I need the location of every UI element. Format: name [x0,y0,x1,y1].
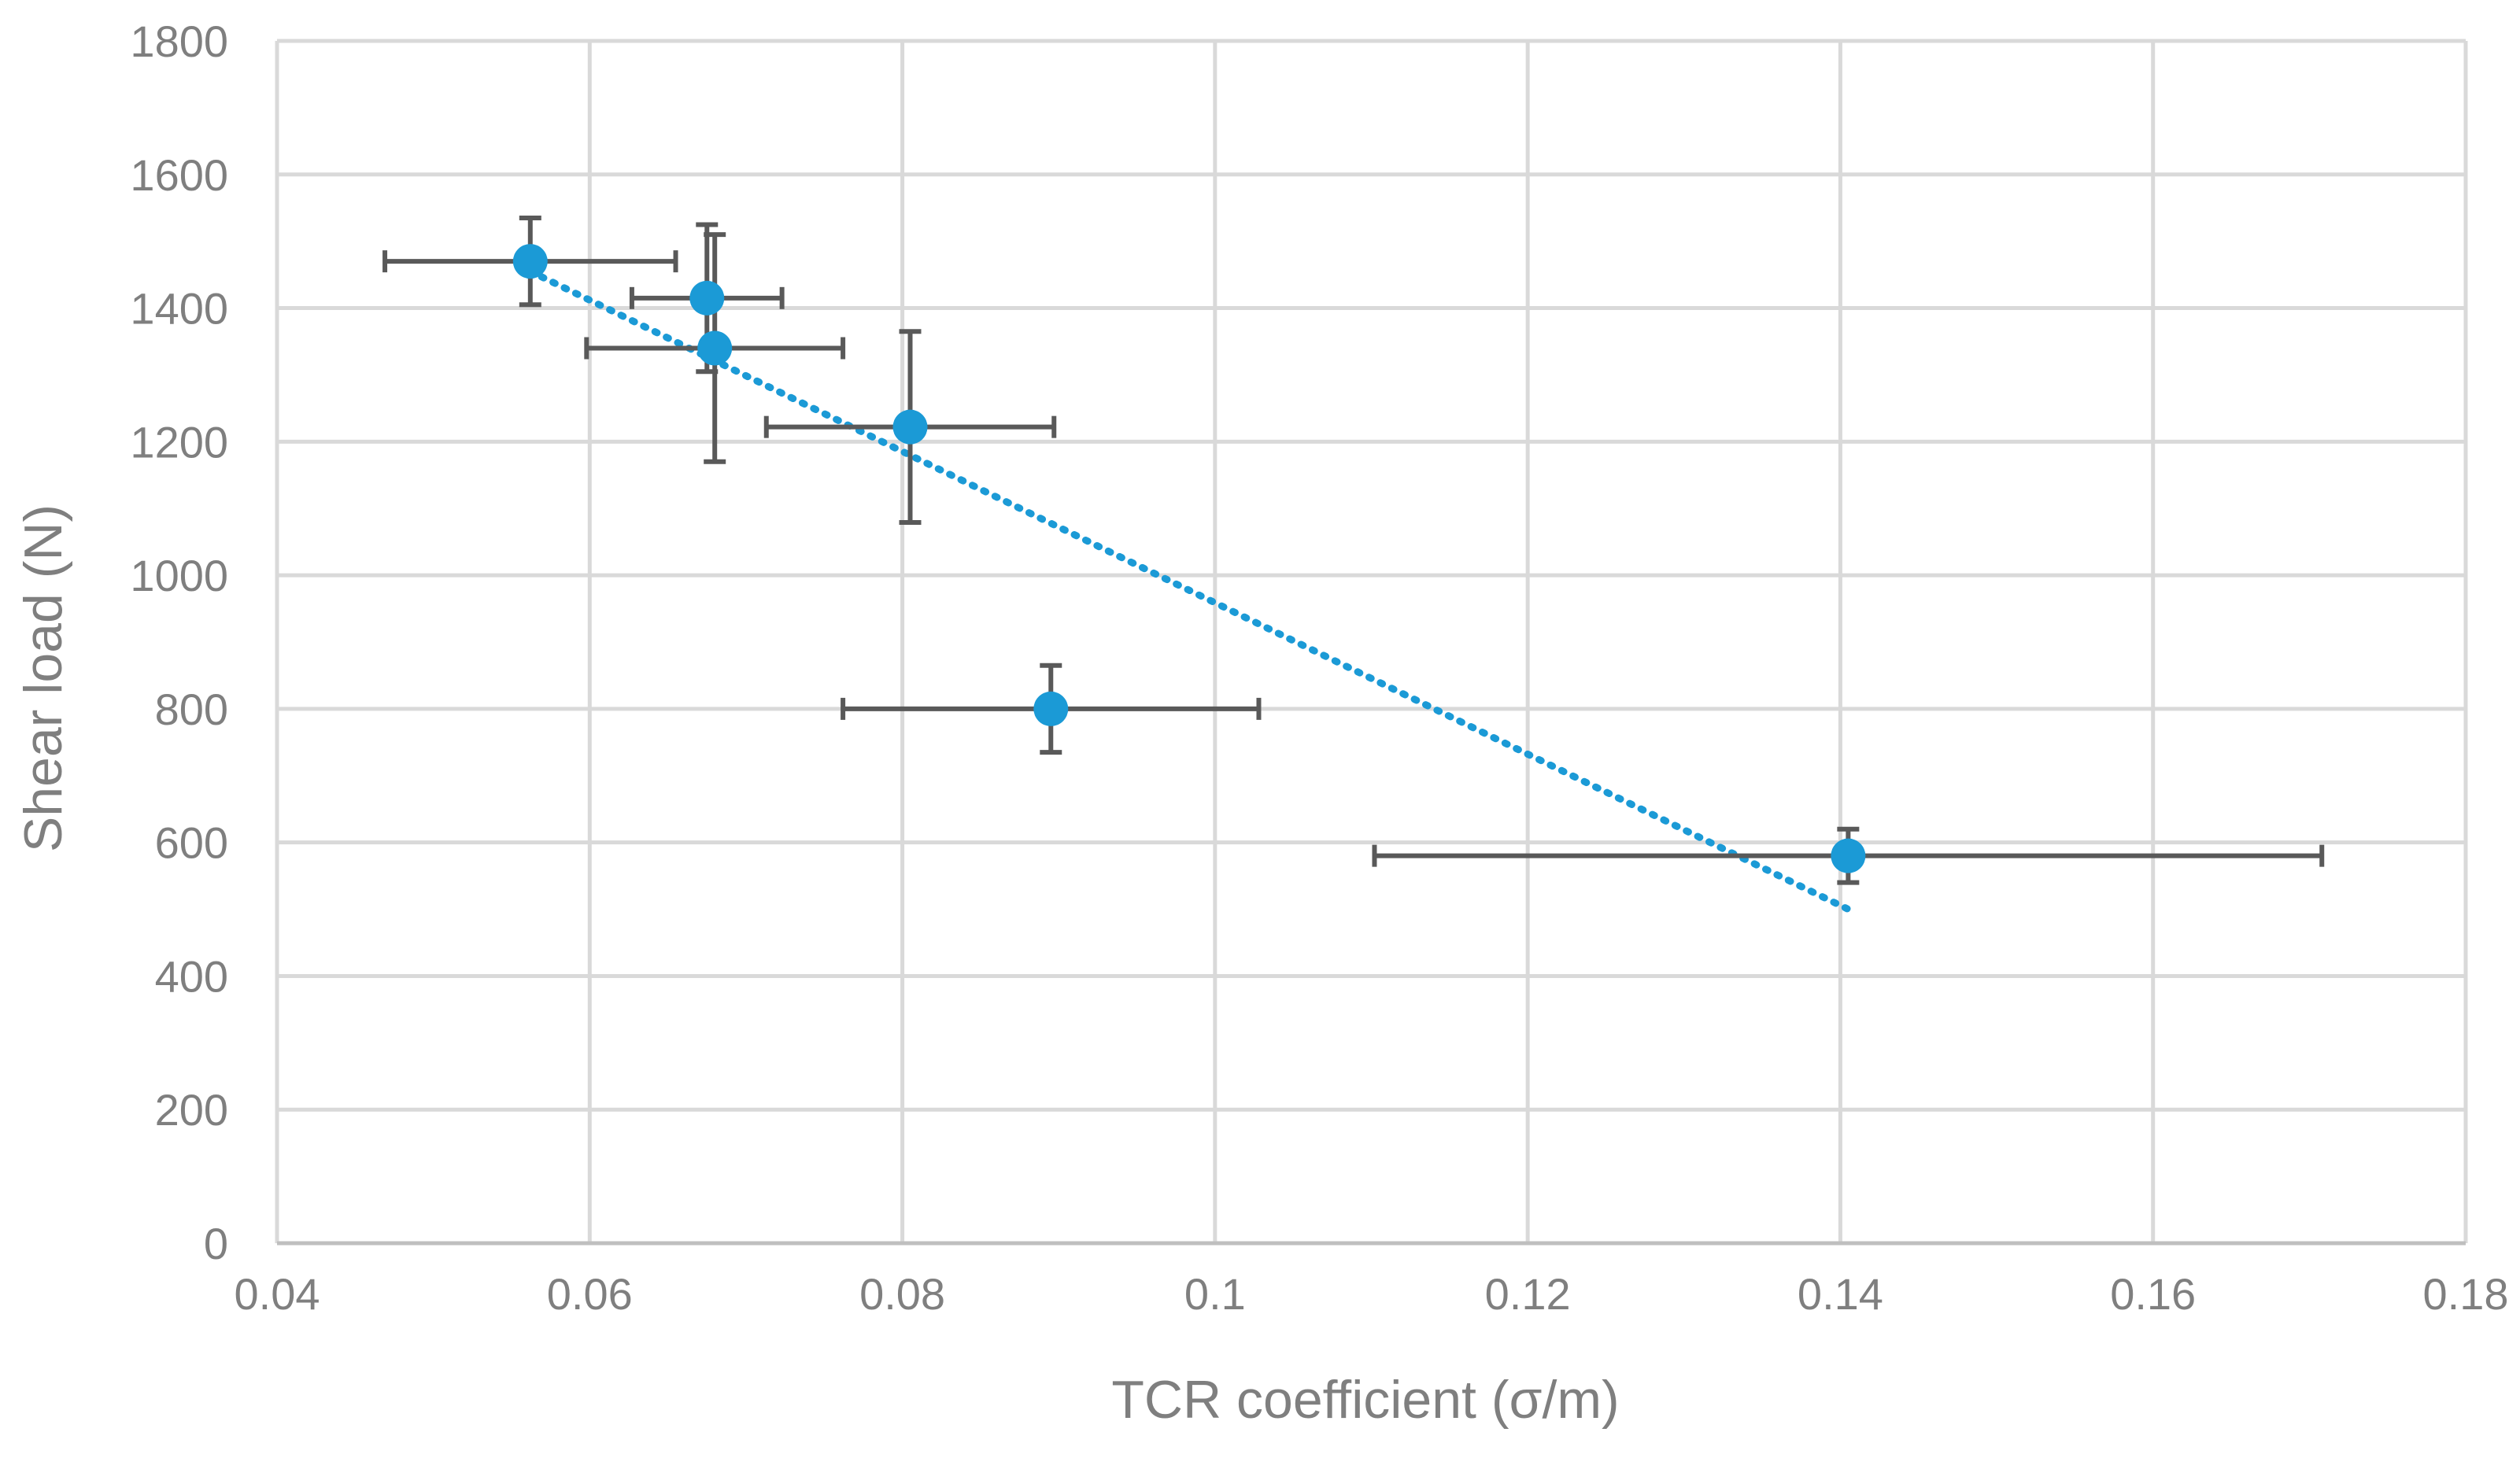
data-point [689,280,725,316]
data-point [512,244,548,279]
x-tick-label: 0.16 [2110,1269,2196,1319]
y-tick-label: 1400 [130,284,228,334]
x-tick-labels: 0.04 0.06 0.08 0.1 0.12 0.14 0.16 0.18 [235,1269,2509,1319]
y-tick-label: 600 [155,818,228,868]
x-tick-label: 0.18 [2423,1269,2509,1319]
x-tick-label: 0.08 [859,1269,945,1319]
y-tick-label: 1000 [130,551,228,600]
y-tick-label: 1600 [130,150,228,200]
trendline-layer [527,268,1852,914]
data-point [1033,691,1069,726]
x-tick-label: 0.04 [235,1269,320,1319]
y-tick-label: 1800 [130,17,228,66]
data-point [697,330,733,366]
data-point [892,409,928,445]
y-tick-labels: 0 200 400 600 800 1000 1200 1400 1600 1800 [130,17,228,1268]
x-axis-title: TCR coefficient (σ/m) [1111,1370,1619,1430]
x-tick-label: 0.12 [1485,1269,1571,1319]
x-tick-label: 0.14 [1798,1269,1883,1319]
data-point [1831,838,1866,873]
y-axis-title: Shear load (N) [13,504,73,852]
x-tick-label: 0.06 [547,1269,633,1319]
y-tick-label: 1200 [130,417,228,467]
y-tick-label: 400 [155,951,228,1001]
y-tick-label: 200 [155,1085,228,1135]
y-gridlines [277,39,2466,1112]
error-bars [382,215,2325,885]
y-tick-label: 0 [204,1219,228,1268]
y-tick-label: 800 [155,685,228,734]
data-points [512,244,1866,873]
x-tick-label: 0.1 [1184,1269,1246,1319]
trendline [527,268,1852,914]
x-gridlines [275,41,2468,1243]
